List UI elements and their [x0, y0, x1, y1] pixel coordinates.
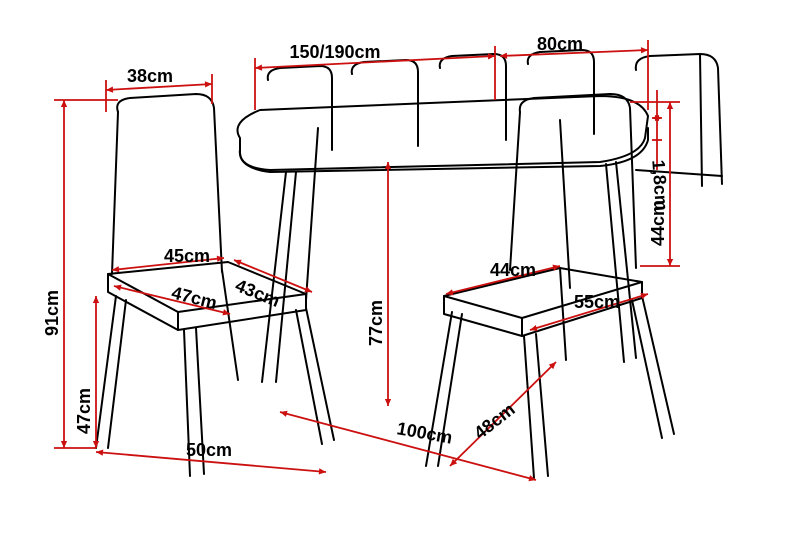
lbl-r48: 48cm: [470, 399, 519, 443]
lbl-table-height: 77cm: [366, 300, 386, 346]
chair-front-left: [96, 94, 334, 476]
lbl-chair-height: 91cm: [42, 290, 62, 336]
lbl-seat-45: 45cm: [164, 246, 210, 266]
lbl-seat-47t: 47cm: [170, 283, 220, 314]
table-leg: [560, 120, 570, 288]
table-leg: [606, 164, 624, 362]
furniture-dimension-diagram: 150/190cm 80cm 1,8cm 38cm 91cm 47cm 77cm…: [0, 0, 800, 533]
lbl-table-depth: 80cm: [537, 34, 583, 54]
lbl-r44: 44cm: [490, 260, 536, 280]
lbl-foot-50: 50cm: [186, 440, 232, 460]
lbl-right-back-h: 44cm: [648, 200, 668, 246]
lbl-seat-height: 47cm: [74, 388, 94, 434]
lbl-table-length: 150/190cm: [289, 42, 380, 62]
table-leg: [306, 128, 318, 300]
lbl-back-width: 38cm: [127, 66, 173, 86]
table-leg: [276, 172, 296, 382]
lbl-r55: 55cm: [574, 292, 620, 312]
chair-front-right: [426, 94, 674, 478]
table-top: [238, 96, 649, 170]
